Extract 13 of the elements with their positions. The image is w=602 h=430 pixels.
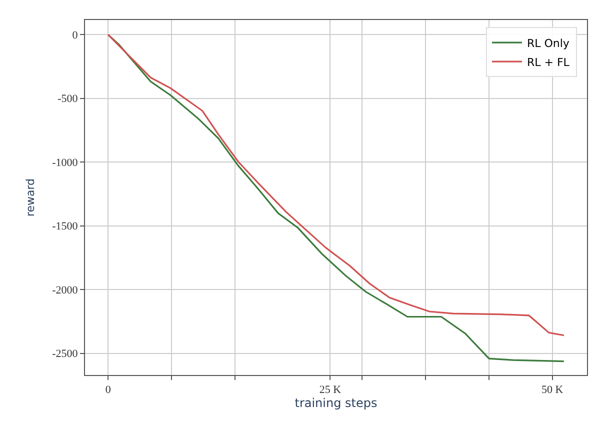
y-tick-label: -2000: [52, 284, 78, 296]
legend-label: RL Only: [526, 36, 570, 50]
y-tick-label: -2500: [52, 348, 78, 360]
y-tick-label: -1000: [52, 156, 78, 169]
x-tick-label: 0: [105, 384, 112, 396]
y-tick-label: -1500: [52, 220, 78, 233]
y-tick-label: -500: [58, 93, 78, 106]
legend-label: RL + FL: [526, 56, 570, 69]
y-axis-title: reward: [24, 178, 37, 217]
y-tick-label: 0: [72, 30, 78, 42]
x-tick-label: 50 K: [542, 384, 564, 396]
x-axis-title: training steps: [294, 396, 378, 410]
x-tick-label: 25 K: [319, 384, 342, 396]
